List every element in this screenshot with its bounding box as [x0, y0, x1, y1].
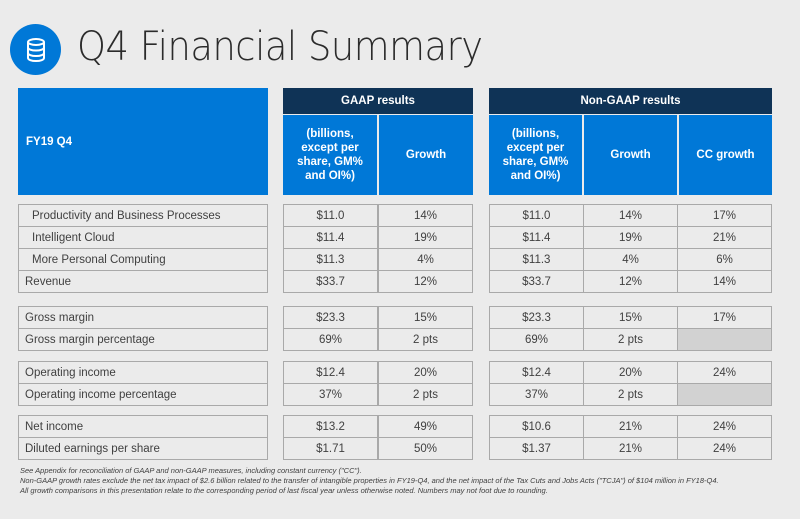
row-label: Operating income	[18, 361, 268, 384]
footnote: See Appendix for reconciliation of GAAP …	[20, 466, 362, 475]
table-cell: 14%	[378, 204, 473, 227]
table-cell: 37%	[283, 383, 378, 406]
table-cell: 19%	[583, 226, 678, 249]
table-cell: 6%	[677, 248, 772, 271]
table-cell: 2 pts	[583, 383, 678, 406]
table-cell: 12%	[378, 270, 473, 293]
footnote: All growth comparisons in this presentat…	[20, 486, 548, 495]
row-label: Productivity and Business Processes	[18, 204, 268, 227]
table-cell: 14%	[583, 204, 678, 227]
row-label: Net income	[18, 415, 268, 438]
table-cell: $11.0	[489, 204, 584, 227]
table-cell: $33.7	[283, 270, 378, 293]
table-cell: 20%	[583, 361, 678, 384]
table-cell: 69%	[283, 328, 378, 351]
table-cell: $10.6	[489, 415, 584, 438]
table-cell: $13.2	[283, 415, 378, 438]
table-cell: 17%	[677, 204, 772, 227]
table-cell: 2 pts	[583, 328, 678, 351]
page-title: Q4 Financial Summary	[77, 24, 483, 70]
table-cell: 49%	[378, 415, 473, 438]
table-cell: 15%	[583, 306, 678, 329]
row-label: Diluted earnings per share	[18, 437, 268, 460]
table-cell: $23.3	[489, 306, 584, 329]
gaap-header: GAAP results	[283, 88, 473, 114]
table-cell: 21%	[677, 226, 772, 249]
row-label: Revenue	[18, 270, 268, 293]
table-cell: 17%	[677, 306, 772, 329]
row-label: Gross margin	[18, 306, 268, 329]
table-cell: 4%	[583, 248, 678, 271]
table-cell	[677, 328, 772, 351]
table-cell: 14%	[677, 270, 772, 293]
row-label: Intelligent Cloud	[18, 226, 268, 249]
table-cell: 2 pts	[378, 328, 473, 351]
table-cell: 19%	[378, 226, 473, 249]
table-cell: 4%	[378, 248, 473, 271]
table-cell: 21%	[583, 437, 678, 460]
table-cell: 69%	[489, 328, 584, 351]
table-cell: 50%	[378, 437, 473, 460]
table-cell: 37%	[489, 383, 584, 406]
table-cell: 15%	[378, 306, 473, 329]
table-cell: $23.3	[283, 306, 378, 329]
table-cell: 24%	[677, 415, 772, 438]
table-cell: $11.0	[283, 204, 378, 227]
table-cell: 2 pts	[378, 383, 473, 406]
table-cell	[677, 383, 772, 406]
database-icon	[10, 24, 61, 75]
gaap-growth-header: Growth	[379, 115, 473, 195]
row-label: More Personal Computing	[18, 248, 268, 271]
nongaap-units-header: (billions, except per share, GM% and OI%…	[489, 115, 582, 195]
table-cell: $11.4	[489, 226, 584, 249]
table-cell: $1.37	[489, 437, 584, 460]
row-label: Operating income percentage	[18, 383, 268, 406]
table-cell: 24%	[677, 437, 772, 460]
footnotes: See Appendix for reconciliation of GAAP …	[20, 466, 719, 496]
table-cell: 24%	[677, 361, 772, 384]
row-label: Gross margin percentage	[18, 328, 268, 351]
table-cell: 20%	[378, 361, 473, 384]
table-cell: 12%	[583, 270, 678, 293]
nongaap-growth-header: Growth	[584, 115, 677, 195]
table-cell: $11.3	[489, 248, 584, 271]
table-cell: $1.71	[283, 437, 378, 460]
period-header: FY19 Q4	[18, 88, 268, 195]
footnote: Non-GAAP growth rates exclude the net ta…	[20, 476, 719, 485]
nongaap-cc-growth-header: CC growth	[679, 115, 772, 195]
table-cell: $33.7	[489, 270, 584, 293]
table-cell: 21%	[583, 415, 678, 438]
nongaap-header: Non-GAAP results	[489, 88, 772, 114]
table-cell: $12.4	[283, 361, 378, 384]
table-cell: $11.4	[283, 226, 378, 249]
table-cell: $11.3	[283, 248, 378, 271]
table-cell: $12.4	[489, 361, 584, 384]
gaap-units-header: (billions, except per share, GM% and OI%…	[283, 115, 377, 195]
